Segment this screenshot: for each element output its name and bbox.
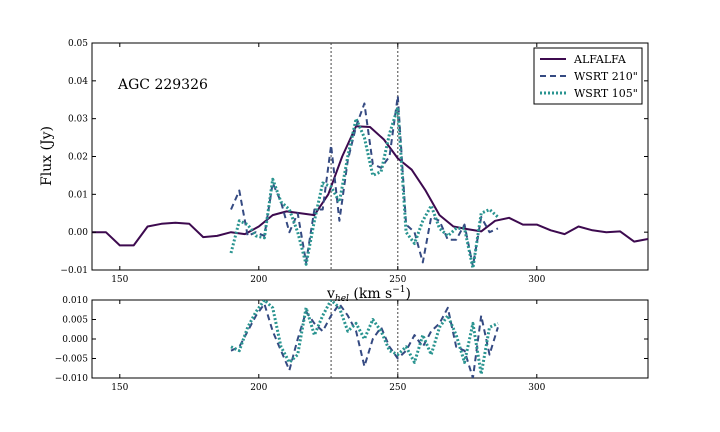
residual-x-ticks: 150 200 250 300 <box>111 300 546 393</box>
main-ytick-label-2: 0.01 <box>68 190 88 200</box>
main-vlines <box>330 43 399 270</box>
main-ytick-label-0: −0.01 <box>60 266 88 276</box>
legend-label-alfalfa: ALFALFA <box>573 53 627 66</box>
legend-label-wsrt-105: WSRT 105" <box>574 87 638 100</box>
x-axis-label-exp: −1 <box>392 285 405 295</box>
x-axis-label: vhel (km s−1) <box>326 285 411 304</box>
main-series-line-0 <box>92 125 648 247</box>
res-ytick-label-1: −0.005 <box>55 355 89 365</box>
main-ytick-label-1: 0.00 <box>68 228 88 238</box>
res-ytick-label-0: −0.010 <box>55 374 89 384</box>
main-xtick-label-1: 200 <box>250 275 267 285</box>
main-ytick-label-4: 0.03 <box>68 115 88 125</box>
main-y-ticks: −0.01 0.00 0.01 0.02 0.03 0.04 0.05 <box>60 39 648 276</box>
main-xtick-label-0: 150 <box>111 275 128 285</box>
residual-panel: 150 200 250 300 −0.010 −0.005 0.000 0.005 0.010 <box>55 296 649 393</box>
legend-label-wsrt-210: WSRT 210" <box>574 70 638 83</box>
res-xtick-label-2: 250 <box>389 383 406 393</box>
x-axis-label-units: (km s <box>349 286 392 302</box>
res-ytick-label-4: 0.010 <box>62 296 88 306</box>
res-ytick-label-3: 0.005 <box>62 316 88 326</box>
residual-axes-frame <box>91 299 649 379</box>
main-ytick-label-5: 0.04 <box>68 77 88 87</box>
x-axis-label-main: v <box>326 286 335 302</box>
main-xtick-label-2: 250 <box>389 275 406 285</box>
res-series-line-0 <box>230 302 499 378</box>
x-axis-label-sub: hel <box>335 294 349 304</box>
res-xtick-label-3: 300 <box>528 383 545 393</box>
main-xtick-label-3: 300 <box>528 275 545 285</box>
y-axis-label: Flux (Jy) <box>39 126 55 186</box>
main-ytick-label-3: 0.02 <box>68 153 88 163</box>
annotation-label: AGC 229326 <box>117 77 208 93</box>
residual-series <box>230 300 499 378</box>
main-series-line-2 <box>229 105 499 270</box>
main-panel: 150 200 250 300 −0.01 0.00 0.01 0.02 0.03 0.04 0.… <box>39 39 649 304</box>
x-axis-label-close: ) <box>406 286 411 302</box>
main-series-line-1 <box>230 95 499 268</box>
main-x-ticks: 150 200 250 300 <box>111 43 546 285</box>
res-xtick-label-0: 150 <box>111 383 128 393</box>
main-ytick-label-6: 0.05 <box>68 39 88 49</box>
residual-y-ticks: −0.010 −0.005 0.000 0.005 0.010 <box>55 296 648 384</box>
res-ytick-label-2: 0.000 <box>62 335 88 345</box>
res-xtick-label-1: 200 <box>250 383 267 393</box>
res-series-line-1 <box>230 300 499 376</box>
main-series <box>92 95 648 270</box>
legend: ALFALFA WSRT 210" WSRT 105" <box>533 47 643 105</box>
residual-vlines <box>330 300 399 378</box>
